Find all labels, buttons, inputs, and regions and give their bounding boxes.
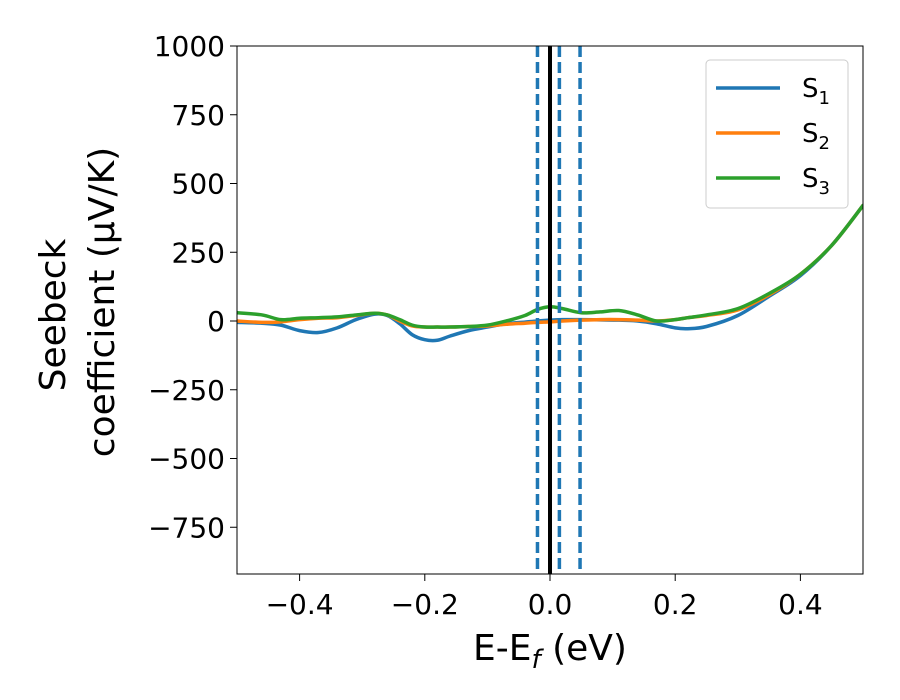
series-line-s3 xyxy=(237,203,863,329)
x-tick-label: 0.0 xyxy=(528,588,573,621)
x-axis-title-main: E-E xyxy=(473,628,531,669)
x-tick-label: 0.4 xyxy=(778,588,823,621)
y-axis: −750 −500 −250 0 250 500 750 1000 xyxy=(148,30,237,544)
x-axis: −0.4 −0.2 0.0 0.2 0.4 xyxy=(266,574,823,621)
legend-label-s2: S2 xyxy=(802,119,830,154)
y-axis-title-line1: Seebeck xyxy=(33,238,74,391)
legend-label-s1: S1 xyxy=(802,74,830,109)
y-tick-label: 250 xyxy=(172,236,225,269)
y-tick-label: −500 xyxy=(148,443,225,476)
x-tick-label: −0.2 xyxy=(391,588,459,621)
y-tick-label: 750 xyxy=(172,99,225,132)
y-axis-title-line2: coefficient (μV/K) xyxy=(82,147,123,457)
y-tick-label: −750 xyxy=(148,511,225,544)
vertical-lines-layer xyxy=(535,46,582,574)
legend-label-s3: S3 xyxy=(802,164,830,199)
y-tick-label: 0 xyxy=(207,305,225,338)
y-tick-label: −250 xyxy=(148,374,225,407)
x-tick-label: 0.2 xyxy=(653,588,698,621)
x-tick-label: −0.4 xyxy=(266,588,334,621)
x-axis-title: E-Ef (eV) xyxy=(473,628,627,675)
y-tick-label: 1000 xyxy=(154,30,225,63)
series-layer xyxy=(237,203,863,343)
x-axis-title-unit: (eV) xyxy=(541,628,627,669)
y-tick-label: 500 xyxy=(172,168,225,201)
legend: S1 S2 S3 xyxy=(705,59,849,209)
